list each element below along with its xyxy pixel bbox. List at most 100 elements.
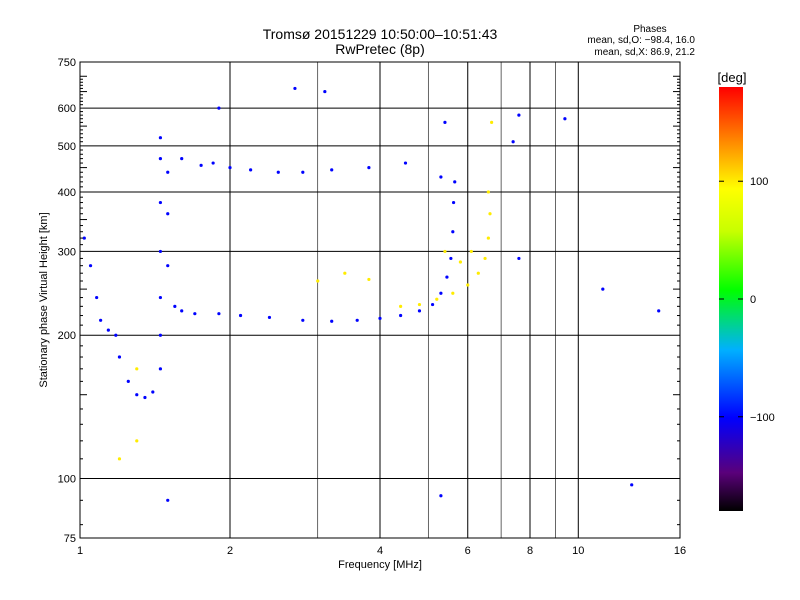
y-tick-label: 100 bbox=[58, 474, 76, 486]
data-point bbox=[403, 161, 408, 165]
data-point bbox=[466, 283, 470, 287]
data-point bbox=[486, 236, 490, 240]
data-point bbox=[630, 483, 634, 487]
data-point bbox=[435, 297, 439, 301]
grid bbox=[80, 62, 680, 538]
data-point bbox=[399, 304, 403, 308]
data-point bbox=[445, 275, 449, 279]
y-tick-label: 75 bbox=[64, 533, 76, 545]
y-tick-label: 400 bbox=[58, 187, 76, 199]
data-point bbox=[114, 333, 118, 337]
data-point bbox=[99, 318, 103, 322]
data-point bbox=[199, 163, 203, 167]
chart-title: Tromsø 20151229 10:50:00–10:51:43 bbox=[263, 26, 498, 42]
y-tick-label: 600 bbox=[58, 103, 76, 115]
data-point bbox=[490, 120, 494, 124]
stats-heading: Phases bbox=[633, 24, 666, 35]
data-point bbox=[517, 113, 521, 117]
colorbar-tick-label: −100 bbox=[750, 412, 775, 424]
data-point bbox=[469, 249, 473, 254]
data-point bbox=[330, 168, 334, 172]
data-point bbox=[166, 170, 170, 174]
data-point bbox=[657, 309, 661, 313]
data-point bbox=[439, 494, 443, 498]
x-tick-label: 6 bbox=[465, 545, 471, 557]
data-point bbox=[117, 355, 122, 359]
data-point bbox=[378, 316, 382, 320]
data-point bbox=[158, 295, 163, 300]
data-point bbox=[343, 271, 347, 275]
data-point bbox=[276, 170, 280, 174]
data-point bbox=[158, 200, 163, 205]
y-axis-label: Stationary phase Virtual Height [km] bbox=[38, 212, 50, 387]
colorbar-tick-label: 100 bbox=[750, 176, 768, 188]
data-point bbox=[563, 117, 567, 121]
data-point bbox=[451, 291, 455, 295]
data-point bbox=[511, 140, 515, 144]
data-point bbox=[483, 256, 487, 261]
x-axis-label: Frequency [MHz] bbox=[338, 559, 422, 571]
colorbar-ticks: 100 0 −100 bbox=[719, 176, 775, 424]
data-point bbox=[117, 457, 122, 461]
x-tick-label: 8 bbox=[527, 545, 533, 557]
data-point bbox=[217, 106, 221, 110]
data-point bbox=[135, 393, 139, 397]
data-point bbox=[439, 291, 443, 295]
data-point bbox=[453, 180, 457, 184]
data-point bbox=[166, 212, 170, 216]
y-tick-label: 500 bbox=[58, 141, 76, 153]
data-point bbox=[417, 309, 422, 313]
data-point bbox=[323, 89, 327, 94]
data-point bbox=[293, 86, 297, 91]
data-point bbox=[417, 302, 422, 307]
data-point bbox=[180, 157, 184, 161]
data-point bbox=[476, 271, 480, 275]
data-point bbox=[166, 498, 170, 502]
data-point bbox=[443, 120, 447, 124]
y-tick-label: 300 bbox=[58, 246, 76, 258]
data-point bbox=[517, 256, 521, 261]
data-point bbox=[135, 439, 139, 443]
data-point bbox=[355, 318, 359, 322]
data-point bbox=[106, 328, 110, 332]
y-tick-label: 200 bbox=[58, 330, 76, 342]
data-point bbox=[458, 260, 463, 264]
data-point bbox=[451, 200, 456, 205]
data-point bbox=[193, 312, 197, 316]
x-tick-label: 4 bbox=[377, 545, 383, 557]
x-tick-label: 1 bbox=[77, 545, 83, 557]
x-tick-label: 2 bbox=[227, 545, 233, 557]
data-point bbox=[399, 313, 403, 318]
data-point bbox=[126, 379, 130, 383]
data-point bbox=[238, 313, 243, 318]
data-point bbox=[95, 295, 99, 300]
data-point bbox=[430, 302, 435, 307]
data-point bbox=[439, 175, 443, 179]
data-point bbox=[488, 212, 492, 216]
data-point bbox=[449, 256, 453, 261]
data-point bbox=[301, 170, 305, 174]
data-point bbox=[301, 318, 305, 322]
data-point bbox=[166, 264, 170, 268]
data-point bbox=[143, 395, 147, 400]
stats-line-o: mean, sd,O: −98.4, 16.0 bbox=[587, 35, 695, 46]
data-point bbox=[316, 279, 320, 283]
data-point bbox=[158, 249, 163, 254]
data-point bbox=[173, 304, 177, 308]
data-point bbox=[158, 136, 163, 140]
colorbar-label: [deg] bbox=[718, 70, 747, 85]
data-point bbox=[217, 312, 221, 316]
x-tick-label: 10 bbox=[572, 545, 584, 557]
data-point bbox=[330, 319, 334, 323]
data-point bbox=[451, 230, 455, 234]
data-point bbox=[228, 166, 232, 170]
data-point bbox=[158, 367, 163, 371]
data-point bbox=[249, 168, 253, 172]
y-tick-label: 750 bbox=[58, 57, 76, 69]
data-point bbox=[601, 287, 605, 291]
data-point bbox=[443, 249, 447, 254]
data-point bbox=[367, 166, 371, 170]
data-point bbox=[151, 390, 155, 394]
data-point bbox=[135, 367, 139, 371]
